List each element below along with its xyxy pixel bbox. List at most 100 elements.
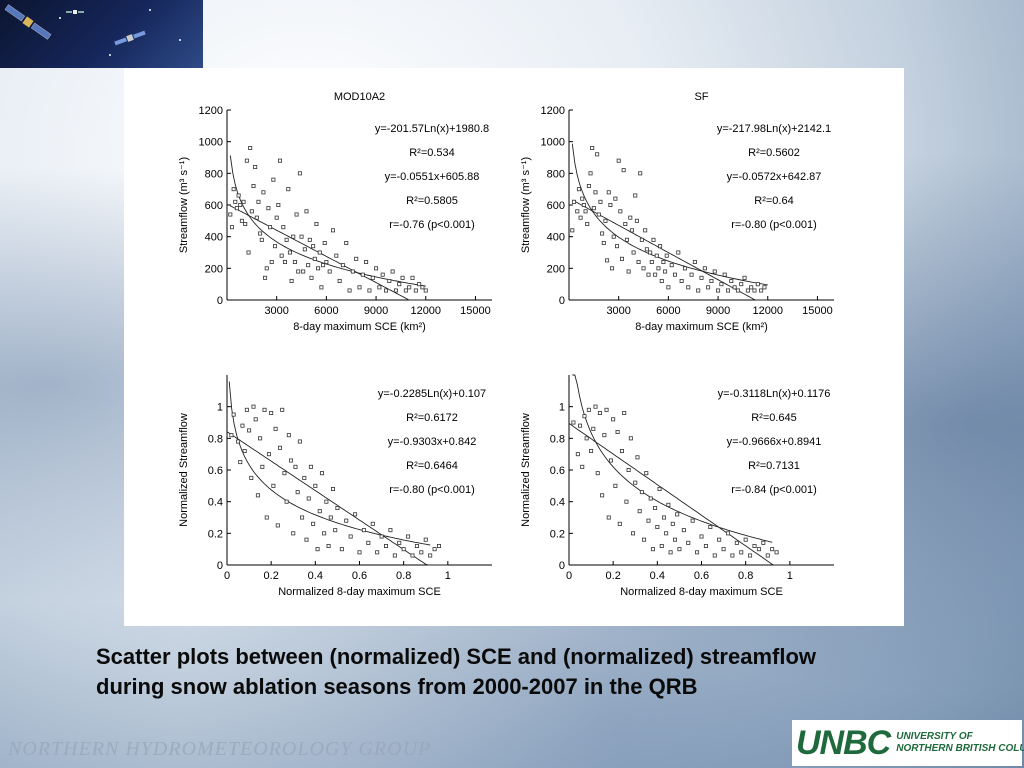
data-point: [380, 272, 385, 277]
y-tick-label: 600: [547, 200, 565, 212]
data-point: [251, 404, 256, 409]
data-point: [729, 278, 734, 283]
data-point: [311, 244, 316, 249]
data-point: [634, 218, 639, 223]
data-point: [761, 540, 766, 545]
data-point: [664, 531, 669, 536]
data-point: [722, 272, 727, 277]
data-point: [236, 193, 241, 198]
data-point: [755, 282, 760, 287]
data-point: [679, 278, 684, 283]
data-point: [315, 547, 320, 552]
data-point: [268, 225, 273, 230]
data-point: [743, 537, 748, 542]
data-point: [655, 524, 660, 529]
fit-annotation: r=-0.84 (p<0.001): [731, 484, 817, 496]
x-axis-label: 8-day maximum SCE (km²): [293, 321, 426, 333]
satellite-image: [0, 0, 203, 68]
data-point: [686, 285, 691, 290]
fit-annotation: y=-201.57Ln(x)+1980.8: [375, 123, 489, 135]
data-point: [350, 269, 355, 274]
data-point: [308, 464, 313, 469]
data-point: [251, 184, 256, 189]
data-point: [602, 433, 607, 438]
data-point: [249, 475, 254, 480]
x-tick-label: 15000: [802, 305, 833, 317]
data-point: [601, 240, 606, 245]
scatter-figure: 3000 6000 9000 12000 15000020040060080010001…: [178, 91, 834, 598]
log-fit-curve: [572, 374, 773, 543]
data-point: [642, 537, 647, 542]
data-point: [629, 228, 634, 233]
data-point: [339, 547, 344, 552]
data-point: [605, 258, 610, 263]
data-point: [301, 269, 306, 274]
data-point: [584, 436, 589, 441]
data-point: [661, 515, 666, 520]
logo-line-2: NORTHERN BRITISH COLUMBIA: [896, 743, 1024, 754]
data-point: [347, 288, 352, 293]
y-tick-label: 200: [547, 263, 565, 275]
data-point: [233, 199, 238, 204]
data-point: [241, 199, 246, 204]
x-tick-label: 0.2: [606, 570, 621, 582]
data-point: [656, 266, 661, 271]
data-point: [633, 480, 638, 485]
data-point: [695, 550, 700, 555]
data-point: [586, 407, 591, 412]
data-point: [401, 547, 406, 552]
data-point: [570, 228, 575, 233]
data-point: [244, 158, 249, 163]
data-point: [618, 209, 623, 214]
data-point: [615, 244, 620, 249]
data-point: [650, 547, 655, 552]
data-point: [716, 288, 721, 293]
data-point: [735, 288, 740, 293]
data-point: [353, 512, 358, 517]
data-point: [239, 218, 244, 223]
y-tick-label: 1000: [199, 137, 223, 149]
x-tick-label: 3000: [606, 305, 630, 317]
data-point: [436, 543, 441, 548]
data-point: [231, 412, 236, 417]
data-point: [619, 448, 624, 453]
data-point: [739, 282, 744, 287]
data-point: [708, 524, 713, 529]
linear-fit-line: [568, 423, 790, 566]
data-point: [357, 285, 362, 290]
data-point: [428, 553, 433, 558]
data-point: [335, 505, 340, 510]
data-point: [319, 285, 324, 290]
x-tick-label: 12000: [752, 305, 783, 317]
data-point: [383, 543, 388, 548]
y-tick-label: 0: [559, 295, 565, 307]
data-point: [576, 187, 581, 192]
data-point: [575, 452, 580, 457]
data-point: [420, 285, 425, 290]
data-point: [400, 275, 405, 280]
data-point: [581, 202, 586, 207]
data-point: [762, 285, 767, 290]
data-point: [703, 543, 708, 548]
x-axis-label: Normalized 8-day maximum SCE: [620, 586, 783, 598]
caption-line-1: Scatter plots between (normalized) SCE a…: [96, 644, 817, 669]
chart-3: 0 0.2 0.4 0.6 0.8 1 0 0.2 0.4 0.6 0.8 1 Normalized 8…: [178, 375, 492, 598]
x-axis-label: 8-day maximum SCE (km²): [635, 321, 768, 333]
data-point: [668, 550, 673, 555]
data-point: [340, 263, 345, 268]
data-point: [639, 490, 644, 495]
data-point: [309, 275, 314, 280]
data-point: [603, 218, 608, 223]
data-point: [657, 486, 662, 491]
data-point: [294, 212, 299, 217]
figure-panel: 3000 6000 9000 12000 15000 0 200 400 600 800 1000 1…: [124, 68, 904, 626]
data-point: [366, 540, 371, 545]
fit-annotation: R²=0.5805: [406, 195, 458, 207]
fit-annotation: y=-0.9303x+0.842: [388, 436, 477, 448]
data-point: [606, 190, 611, 195]
x-tick-label: 1: [445, 570, 451, 582]
data-point: [260, 464, 265, 469]
data-point: [370, 275, 375, 280]
y-tick-label: 0: [217, 295, 223, 307]
linear-fit-line: [230, 205, 426, 301]
